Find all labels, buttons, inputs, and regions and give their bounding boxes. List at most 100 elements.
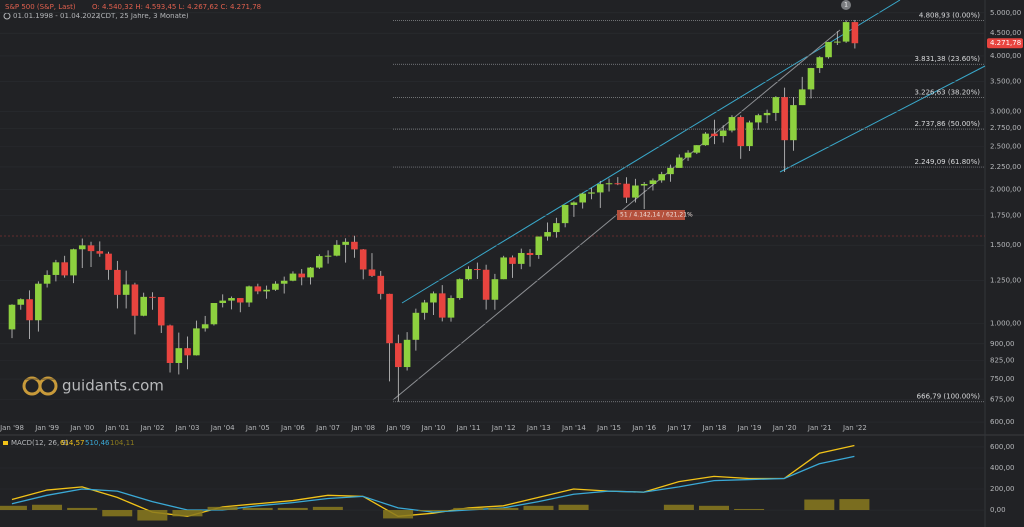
candle-body bbox=[403, 339, 411, 368]
candle-body bbox=[772, 97, 780, 113]
y-tick-label: 2.750,00 bbox=[990, 124, 1021, 132]
candle-body bbox=[693, 145, 701, 153]
candle-body bbox=[509, 257, 516, 264]
candle-body bbox=[228, 298, 235, 301]
candle-body bbox=[535, 236, 543, 256]
candle-body bbox=[421, 302, 428, 313]
candle-body bbox=[728, 117, 736, 131]
candle-body bbox=[474, 269, 481, 271]
x-tick-label: Jan '99 bbox=[34, 424, 59, 432]
price-tag-label: 4.271,78 bbox=[990, 39, 1021, 47]
candle-body bbox=[605, 183, 613, 185]
x-tick-label: Jan '07 bbox=[315, 424, 340, 432]
candle-body bbox=[711, 133, 718, 137]
candle-body bbox=[193, 328, 200, 356]
candle-body bbox=[438, 293, 446, 318]
candle-body bbox=[816, 57, 824, 69]
candle-body bbox=[175, 348, 183, 363]
candle-body bbox=[430, 293, 437, 303]
candle-body bbox=[588, 192, 595, 194]
candle-body bbox=[395, 343, 402, 368]
candle-body bbox=[807, 68, 815, 90]
histogram-bar bbox=[0, 505, 27, 511]
candle-body bbox=[482, 269, 490, 300]
x-tick-label: Jan '14 bbox=[561, 424, 586, 432]
candle-body bbox=[790, 105, 797, 141]
candle-body bbox=[675, 157, 683, 168]
candle-body bbox=[140, 296, 147, 316]
logo: guidants.com bbox=[22, 376, 164, 396]
candle-body bbox=[35, 283, 42, 321]
histogram-bar bbox=[137, 510, 168, 521]
histogram-bar bbox=[804, 499, 835, 511]
candle-body bbox=[324, 255, 332, 257]
histogram-bar bbox=[32, 504, 63, 511]
y-tick-label: 600,00 bbox=[990, 418, 1015, 426]
candle-body bbox=[798, 89, 806, 106]
candle-body bbox=[105, 253, 112, 270]
histogram-bar bbox=[488, 507, 519, 511]
x-tick-label: Jan '10 bbox=[421, 424, 446, 432]
fib-label: 2.249,09 (61.80%) bbox=[914, 158, 980, 166]
candle-body bbox=[377, 275, 385, 294]
date-range: 01.01.1998 - 01.04.2022 bbox=[13, 12, 100, 20]
candle-body bbox=[781, 97, 788, 141]
candle-body bbox=[263, 289, 270, 292]
candle-body bbox=[87, 245, 95, 252]
candle-body bbox=[851, 22, 859, 44]
legend-value: 510,46 bbox=[85, 439, 110, 447]
y-tick-label: 2.000,00 bbox=[990, 186, 1021, 194]
y-tick-label: 4.000,00 bbox=[990, 52, 1021, 60]
candle-body bbox=[254, 286, 262, 292]
x-tick-label: Jan '13 bbox=[526, 424, 551, 432]
x-tick-label: Jan '02 bbox=[140, 424, 165, 432]
candle-body bbox=[351, 241, 358, 250]
y-tick-label: 3.000,00 bbox=[990, 107, 1021, 115]
fib-label: 3.831,38 (23.60%) bbox=[914, 55, 980, 63]
y-tick-label: 675,00 bbox=[990, 395, 1015, 403]
price-tag bbox=[987, 38, 1023, 49]
legend-value: 614,57 bbox=[60, 439, 85, 447]
x-tick-label: Jan '12 bbox=[491, 424, 516, 432]
histogram-bar bbox=[277, 507, 308, 511]
histogram-bar bbox=[172, 510, 203, 517]
x-tick-label: Jan '98 bbox=[0, 424, 24, 432]
candle-body bbox=[280, 280, 288, 284]
x-tick-label: Jan '22 bbox=[842, 424, 867, 432]
x-tick-label: Jan '21 bbox=[807, 424, 832, 432]
candle-body bbox=[26, 299, 33, 321]
candle-body bbox=[149, 296, 156, 298]
candle-body bbox=[746, 122, 753, 147]
histogram-bar bbox=[734, 508, 765, 511]
histogram-bar bbox=[663, 504, 694, 511]
candle-body bbox=[43, 274, 51, 284]
trend-line bbox=[392, 29, 841, 401]
candle-body bbox=[368, 269, 376, 276]
channel-upper bbox=[401, 0, 901, 304]
annotation: 51 / 4.142,14 / 621,21% bbox=[620, 212, 693, 219]
candle-body bbox=[210, 303, 218, 325]
event-marker[interactable] bbox=[841, 0, 851, 10]
candle-body bbox=[114, 269, 121, 295]
y-tick-label: 1.750,00 bbox=[990, 211, 1021, 219]
candle-body bbox=[447, 298, 455, 318]
candle-body bbox=[658, 174, 666, 181]
candle-body bbox=[623, 183, 630, 198]
histogram-bar bbox=[67, 507, 98, 511]
event-marker-label[interactable]: 1 bbox=[844, 2, 848, 9]
candle-body bbox=[719, 130, 727, 137]
candle-body bbox=[342, 241, 349, 245]
candle-body bbox=[561, 204, 569, 224]
y-tick-label: 1.500,00 bbox=[990, 241, 1021, 249]
candle-body bbox=[386, 293, 393, 344]
fib-label: 4.808,93 (0.00%) bbox=[919, 11, 980, 19]
x-tick-label: Jan '00 bbox=[69, 424, 94, 432]
fib-label: 666,79 (100.00%) bbox=[917, 393, 981, 401]
ohlc: O: 4.540,32 H: 4.593,45 L: 4.267,62 C: 4… bbox=[92, 3, 261, 11]
candle-body bbox=[289, 273, 297, 281]
annotation-box bbox=[617, 210, 685, 220]
candle-body bbox=[412, 312, 420, 340]
candle-body bbox=[737, 117, 745, 147]
candle-body bbox=[298, 273, 306, 278]
candle-body bbox=[640, 184, 648, 186]
